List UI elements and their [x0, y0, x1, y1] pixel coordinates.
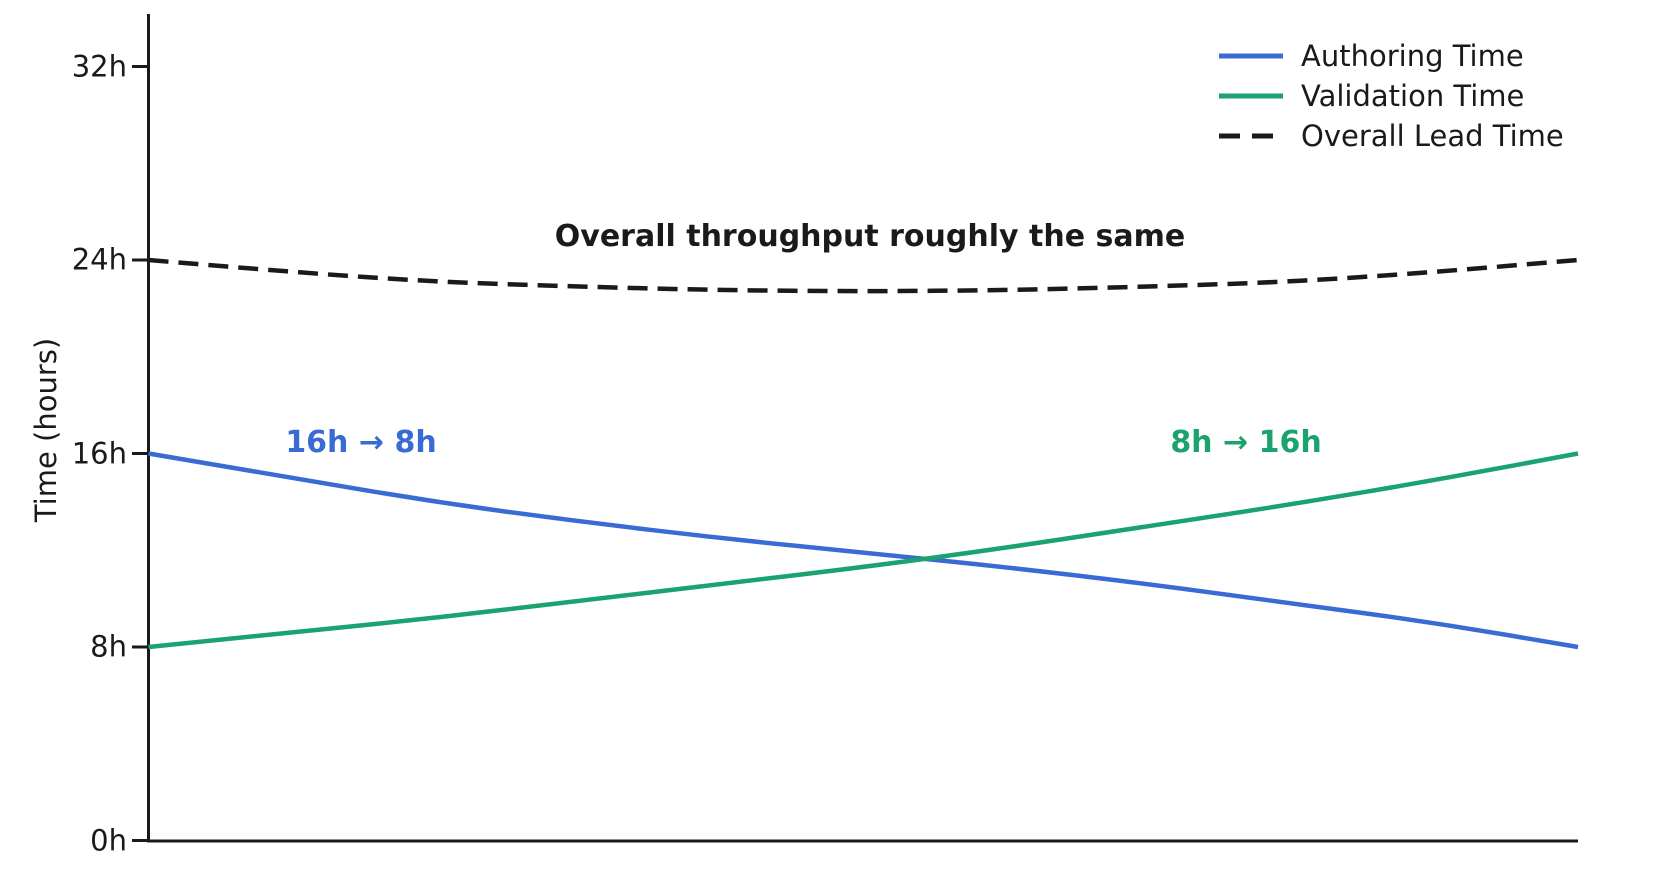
y-axis-label: Time (hours): [29, 337, 63, 523]
annotation-authoring-change: 16h → 8h: [285, 425, 437, 460]
legend: Authoring Time Validation Time Overall L…: [1218, 36, 1564, 156]
y-tick-label: 0h: [90, 823, 127, 857]
annotation-overall-throughput: Overall throughput roughly the same: [554, 219, 1186, 254]
y-tick-label: 32h: [71, 49, 127, 83]
validation-line-swatch-icon: [1219, 93, 1283, 99]
legend-label-validation: Validation Time: [1301, 78, 1525, 113]
y-tick-label: 24h: [71, 242, 127, 277]
legend-item-overall: Overall Lead Time: [1218, 116, 1564, 156]
curve-overall-lead-time: [148, 257, 1579, 294]
curve-validation-time: [148, 451, 1579, 650]
chart-curves: [148, 257, 1579, 650]
overall-dashed-line-swatch-icon: [1219, 133, 1283, 139]
legend-label-overall: Overall Lead Time: [1301, 118, 1564, 153]
curve-authoring-time: [148, 451, 1579, 650]
legend-label-authoring: Authoring Time: [1301, 38, 1524, 73]
y-tick-label: 16h: [71, 436, 127, 470]
y-axis-tick-labels: 0h 8h 16h 24h 32h: [0, 0, 127, 874]
legend-item-validation: Validation Time: [1218, 76, 1564, 116]
y-axis-ticks: [132, 65, 149, 842]
legend-item-authoring: Authoring Time: [1218, 36, 1564, 76]
annotation-validation-change: 8h → 16h: [1170, 425, 1322, 460]
y-tick-label: 8h: [90, 629, 127, 664]
authoring-line-swatch-icon: [1219, 53, 1283, 59]
